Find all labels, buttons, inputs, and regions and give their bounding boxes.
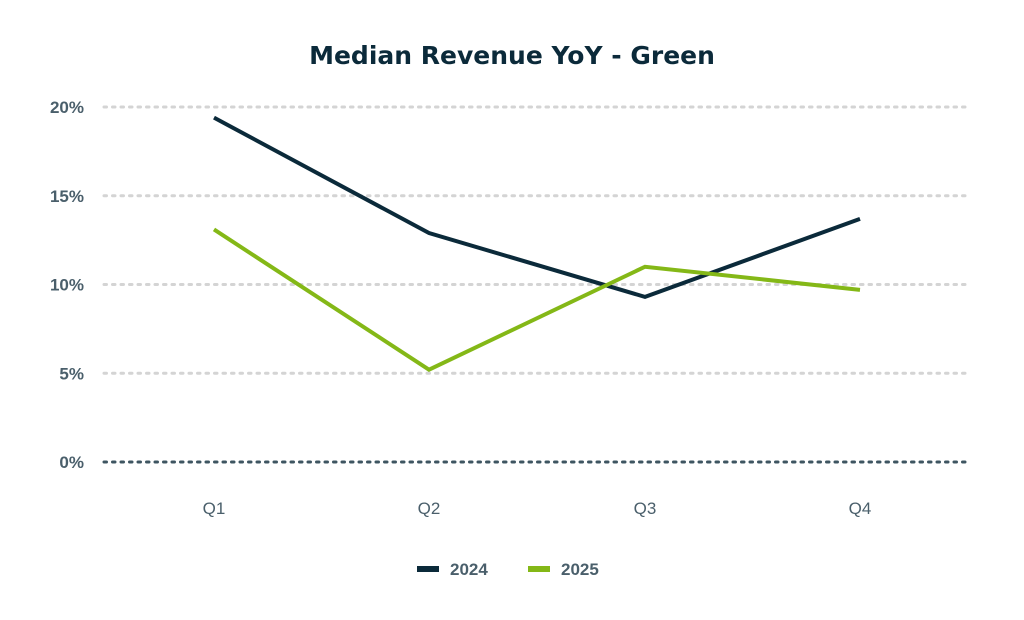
y-tick-label: 0% — [59, 453, 84, 472]
gridlines — [102, 105, 972, 464]
x-tick-label: Q3 — [634, 499, 657, 518]
legend-label-2025: 2025 — [561, 560, 599, 579]
x-axis-ticks: Q1 Q2 Q3 Q4 — [203, 499, 872, 518]
chart-title: Median Revenue YoY - Green — [309, 41, 715, 70]
x-tick-label: Q1 — [203, 499, 226, 518]
legend: 2024 2025 — [417, 560, 599, 579]
x-tick-label: Q4 — [849, 499, 872, 518]
y-axis-ticks: 0% 5% 10% 15% 20% — [50, 98, 84, 472]
series-line-2024 — [213, 115, 861, 300]
series-line-2025 — [212, 227, 861, 372]
y-tick-label: 10% — [50, 276, 84, 295]
y-tick-label: 20% — [50, 98, 84, 117]
legend-swatch-2024 — [417, 566, 439, 572]
x-tick-label: Q2 — [418, 499, 441, 518]
legend-label-2024: 2024 — [450, 560, 488, 579]
y-tick-label: 15% — [50, 187, 84, 206]
series-lines — [212, 115, 861, 372]
y-tick-label: 5% — [59, 364, 84, 383]
legend-swatch-2025 — [528, 566, 550, 572]
